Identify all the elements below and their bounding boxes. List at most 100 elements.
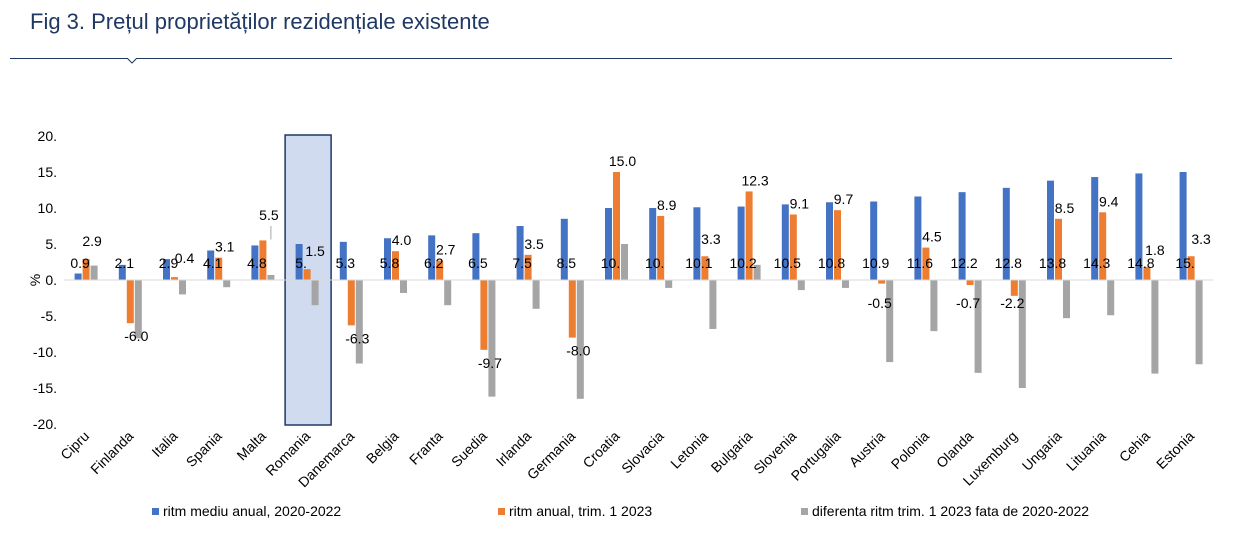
bar-series1-franta: [436, 260, 444, 280]
bar-series1-danemarca: [347, 280, 355, 326]
data-label-series1: 5.5: [259, 207, 279, 223]
bar-series2-estonia: [1195, 280, 1203, 365]
bar-series1-luxemburg: [1010, 280, 1018, 296]
bar-series1-cehia: [1143, 267, 1151, 280]
bar-series0-slovenia: [781, 204, 789, 280]
data-label-series0: 14.3: [1083, 255, 1110, 271]
bar-series1-belgia: [392, 251, 399, 280]
data-label-series1: 0.4: [175, 250, 195, 266]
title-notch-icon: [127, 58, 137, 64]
bar-series0-polonia: [914, 196, 922, 280]
bar-series2-germania: [576, 280, 584, 399]
data-label-series1: -9.7: [478, 355, 502, 371]
bar-series2-croatia: [621, 244, 628, 280]
category-label: Irlanda: [493, 428, 535, 470]
data-label-series0: 10.: [601, 255, 620, 271]
bar-series2-cipru: [90, 265, 98, 280]
data-label-series1: 1.8: [1145, 242, 1165, 258]
bar-series2-portugalia: [842, 280, 849, 288]
data-label-series1: 3.5: [524, 236, 544, 252]
bar-series0-cipru: [74, 273, 82, 280]
data-label-series0: 10.9: [862, 255, 889, 271]
data-label-series0: 4.1: [203, 255, 223, 271]
bar-series0-croatia: [605, 208, 612, 280]
data-label-series0: 5.: [295, 255, 307, 271]
category-label: Franta: [406, 428, 446, 468]
data-label-series0: 15.: [1175, 255, 1194, 271]
data-label-series0: 10.1: [685, 255, 712, 271]
data-label-series1: 1.5: [305, 243, 325, 259]
category-label: Austria: [846, 428, 888, 470]
data-label-series1: -6.0: [124, 328, 148, 344]
bar-series1-finlanda: [126, 280, 134, 324]
bar-series0-suedia: [472, 233, 480, 280]
bar-series1-estonia: [1187, 256, 1195, 280]
bar-series0-irlanda: [516, 226, 524, 280]
bar-series0-lituania: [1091, 177, 1099, 280]
bar-series1-polonia: [922, 247, 930, 280]
bar-series0-danemarca: [339, 241, 347, 280]
category-label: Bulgaria: [708, 428, 756, 476]
bar-series2-polonia: [930, 280, 938, 332]
data-label-series1: -0.5: [868, 295, 892, 311]
y-tick-label: 5.: [45, 236, 57, 252]
bar-series1-olanda: [966, 280, 974, 286]
y-axis-label: %: [27, 274, 43, 286]
data-label-series0: 2.9: [159, 255, 179, 271]
bar-series0-bulgaria: [737, 206, 745, 280]
data-label-series0: 0.9: [70, 255, 90, 271]
bar-series0-estonia: [1179, 172, 1187, 280]
bar-series0-germania: [560, 218, 568, 280]
legend-swatch-q1: [498, 507, 505, 515]
data-label-series0: 8.5: [557, 255, 577, 271]
legend-swatch-avg: [152, 507, 159, 515]
bar-series0-spania: [207, 250, 215, 280]
data-label-series1: 8.5: [1055, 200, 1075, 216]
data-label-series0: 10.5: [774, 255, 801, 271]
category-label: Spania: [183, 428, 225, 470]
y-tick-label: -15.: [33, 380, 57, 396]
data-label-series0: 12.8: [995, 255, 1022, 271]
bar-series1-germania: [568, 280, 576, 338]
category-label: Germania: [524, 428, 579, 483]
bar-series0-letonia: [693, 207, 701, 280]
category-label: Cehia: [1116, 428, 1153, 465]
bar-series2-malta: [267, 274, 275, 280]
bar-series1-bulgaria: [745, 191, 753, 280]
category-label: Slovacia: [618, 428, 667, 477]
data-label-series0: 5.8: [380, 255, 400, 271]
data-label-series1: 2.7: [436, 242, 456, 258]
category-label: Estonia: [1153, 428, 1197, 472]
bar-series2-bulgaria: [753, 264, 761, 280]
data-label-series1: -2.2: [1000, 295, 1024, 311]
legend-item-q1: ritm anual, trim. 1 2023: [498, 503, 652, 519]
category-label: Ungaria: [1019, 428, 1065, 474]
data-label-series0: 2.1: [115, 255, 135, 271]
data-label-series0: 14.8: [1127, 255, 1154, 271]
bar-series1-lituania: [1099, 212, 1107, 280]
title-rule: [10, 58, 1172, 59]
data-label-series1: 3.1: [215, 239, 235, 255]
bar-series0-portugalia: [826, 202, 833, 280]
bar-series1-romania: [303, 269, 311, 280]
category-label: Belgia: [363, 428, 402, 467]
data-label-series0: 10.: [645, 255, 664, 271]
bar-series0-belgia: [384, 238, 391, 280]
bar-series2-lituania: [1107, 280, 1115, 316]
data-label-series1: 4.0: [392, 232, 412, 248]
data-label-series1: 2.9: [82, 233, 102, 249]
category-label: Cipru: [57, 428, 92, 463]
data-label-series1: 3.3: [701, 231, 721, 247]
legend-swatch-diff: [801, 507, 808, 515]
data-label-series1: -0.7: [956, 295, 980, 311]
bar-series1-irlanda: [524, 254, 532, 280]
bar-series2-slovacia: [665, 280, 673, 288]
category-label: Polonia: [888, 428, 932, 472]
y-tick-label: 10.: [38, 200, 57, 216]
bar-series2-finlanda: [134, 280, 142, 339]
category-label: Italia: [148, 428, 180, 460]
bar-series0-franta: [428, 235, 436, 280]
data-label-series1: 3.3: [1191, 231, 1211, 247]
bar-series2-italia: [179, 280, 186, 295]
